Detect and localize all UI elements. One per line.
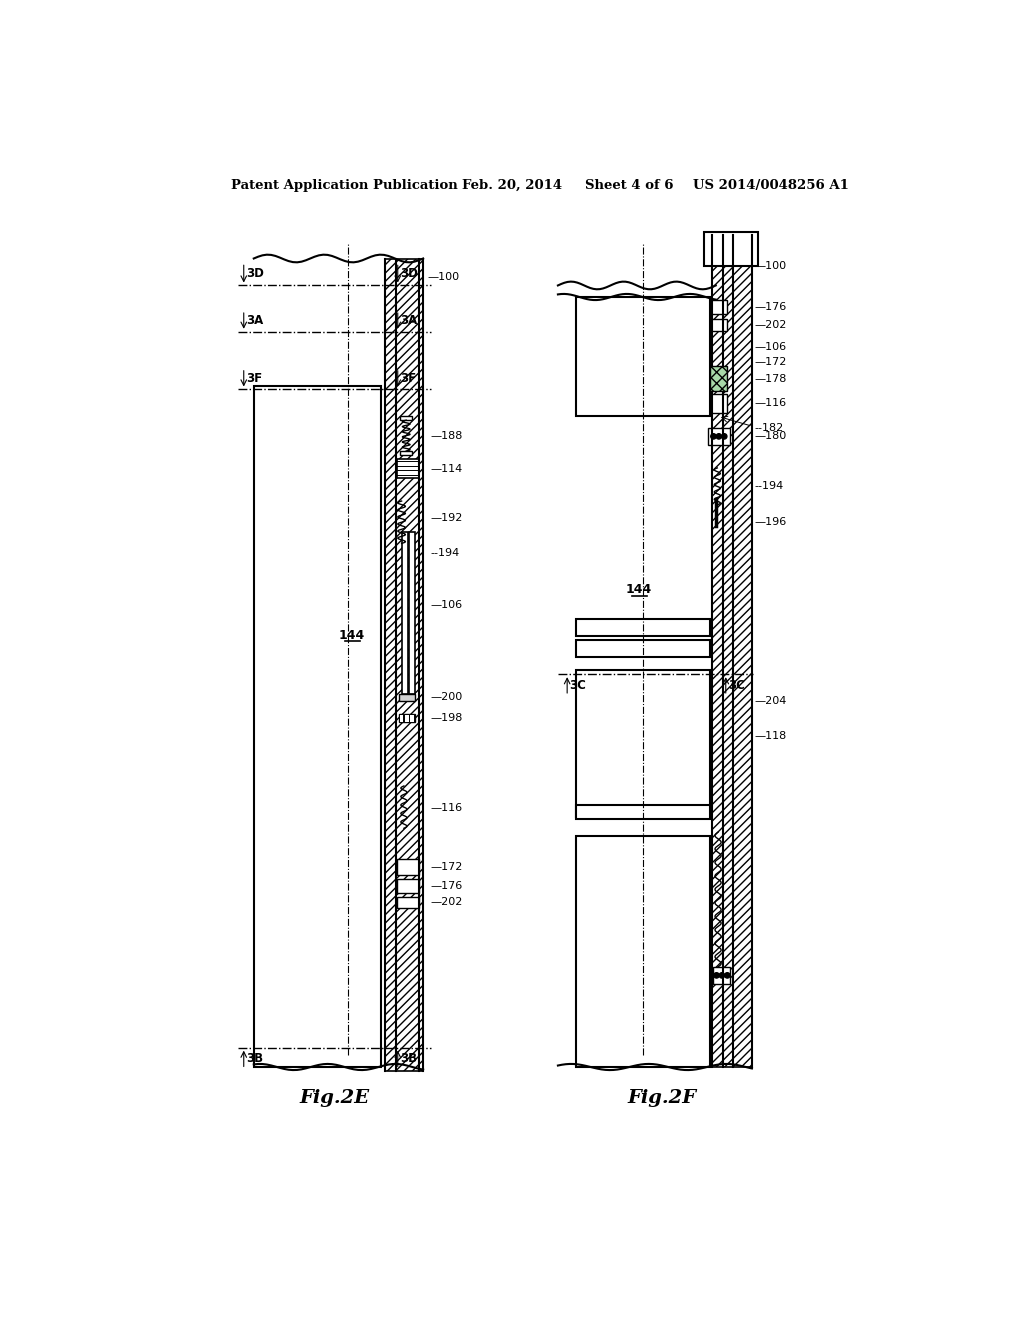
Text: 3C: 3C [569,678,587,692]
Text: Patent Application Publication: Patent Application Publication [230,178,458,191]
Bar [575,619,710,636]
Text: —118: —118 [755,731,786,741]
Text: —204: —204 [755,696,786,706]
Bar [711,393,727,412]
Circle shape [716,434,722,440]
Bar [711,300,727,314]
Bar [254,385,381,1067]
Text: 3B: 3B [400,1052,417,1065]
Bar [385,259,423,1071]
Text: —172: —172 [755,358,786,367]
Bar [708,428,730,445]
Bar [705,231,758,267]
Bar [400,416,413,420]
Bar [398,714,403,722]
Text: 144: 144 [626,583,652,597]
Bar [398,714,416,722]
Bar [401,532,408,693]
Text: 3D: 3D [400,268,418,280]
Text: —176: —176 [431,880,463,891]
Text: —196: —196 [755,517,786,527]
Text: --182: --182 [755,422,783,433]
Text: 3D: 3D [246,268,264,280]
Bar [397,879,419,892]
Text: Fig.2F: Fig.2F [628,1089,696,1106]
Text: —116: —116 [431,803,463,813]
Text: —198: —198 [431,713,463,723]
Bar [711,318,727,331]
Text: —188: —188 [431,430,463,441]
Text: —200: —200 [431,693,463,702]
Text: —100: —100 [428,272,460,281]
Bar [711,367,727,391]
Text: —176: —176 [755,302,786,312]
Text: US 2014/0048256 A1: US 2014/0048256 A1 [692,178,849,191]
Text: 3A: 3A [400,314,418,327]
Bar [397,896,419,908]
Text: —178: —178 [755,374,786,384]
Bar [410,714,414,722]
Text: Feb. 20, 2014: Feb. 20, 2014 [462,178,562,191]
Text: —100: —100 [755,261,786,271]
Text: —172: —172 [431,862,463,871]
Bar [575,297,710,416]
Text: 3B: 3B [246,1052,263,1065]
Bar [575,836,710,1067]
Bar [397,859,419,875]
Bar [403,714,409,722]
Text: Fig.2E: Fig.2E [300,1089,370,1106]
Text: —106: —106 [755,342,786,352]
Text: —106: —106 [431,601,463,610]
Bar [575,640,710,657]
Circle shape [722,434,727,440]
Bar [397,459,419,478]
Bar [714,966,730,983]
Bar [712,235,752,1067]
Text: —180: —180 [755,432,786,441]
Text: 3F: 3F [400,372,416,385]
Bar [575,805,710,818]
Text: Sheet 4 of 6: Sheet 4 of 6 [585,178,674,191]
Text: —116: —116 [755,399,786,408]
Text: 3C: 3C [728,678,744,692]
Text: —202: —202 [755,319,786,330]
Text: —114: —114 [431,463,463,474]
Bar [398,693,416,701]
Circle shape [725,973,730,978]
Text: 144: 144 [338,630,365,643]
Circle shape [711,434,716,440]
Bar [575,671,710,817]
Circle shape [719,973,725,978]
Text: 3F: 3F [246,372,262,385]
Text: --194: --194 [431,548,460,557]
Text: --194: --194 [755,482,783,491]
Circle shape [714,973,719,978]
Bar [409,532,415,693]
Text: 3A: 3A [246,314,263,327]
Text: —202: —202 [431,898,463,907]
Text: —192: —192 [431,513,463,523]
Bar [400,451,413,455]
